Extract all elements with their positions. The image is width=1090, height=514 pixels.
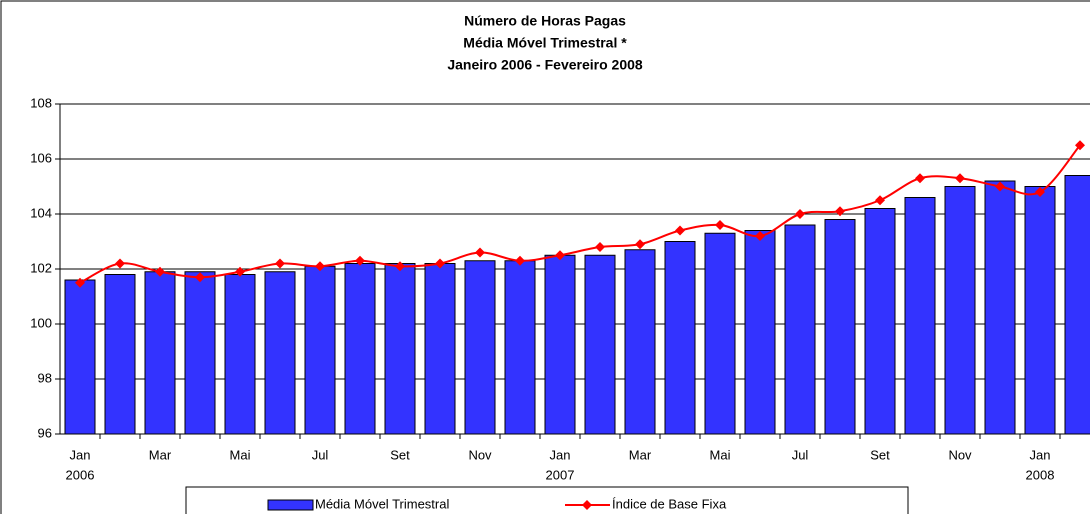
marker xyxy=(115,258,125,269)
marker xyxy=(595,242,605,252)
x-tick-label: Jul xyxy=(792,447,809,462)
bar xyxy=(504,260,536,435)
bar xyxy=(944,186,976,435)
legend-marker xyxy=(582,500,592,510)
y-tick-label: 108 xyxy=(30,95,52,110)
legend-swatch xyxy=(267,499,314,511)
bar xyxy=(64,279,96,435)
bar xyxy=(384,263,416,435)
x-year-label: 2008 xyxy=(1026,467,1055,482)
x-year-label: 2006 xyxy=(66,467,95,482)
marker xyxy=(315,261,325,272)
bar xyxy=(184,271,216,435)
bar xyxy=(904,197,936,435)
x-tick-label: Set xyxy=(390,447,410,462)
marker xyxy=(235,266,245,277)
marker xyxy=(475,247,485,258)
marker xyxy=(875,195,885,206)
bar xyxy=(624,249,656,435)
marker xyxy=(155,266,165,277)
bar xyxy=(344,263,376,435)
marker xyxy=(515,255,525,266)
bar xyxy=(584,254,616,435)
y-tick-label: 102 xyxy=(30,260,52,275)
bar xyxy=(144,271,176,435)
bar xyxy=(1064,175,1090,435)
x-tick-label: Mai xyxy=(230,447,251,462)
x-tick-label: Jan xyxy=(550,447,571,462)
marker xyxy=(795,209,805,219)
marker xyxy=(555,250,565,261)
x-tick-label: Mar xyxy=(149,447,172,462)
marker xyxy=(635,239,645,250)
x-tick-label: Nov xyxy=(468,447,492,462)
marker xyxy=(435,258,445,269)
marker xyxy=(835,206,845,217)
bar xyxy=(984,180,1016,435)
bar xyxy=(304,265,336,435)
bar xyxy=(864,208,896,435)
x-tick-label: Set xyxy=(870,447,890,462)
bar xyxy=(264,271,296,435)
marker xyxy=(675,225,685,236)
x-tick-label: Jan xyxy=(70,447,91,462)
marker xyxy=(195,272,205,283)
chart-title: Número de Horas Pagas xyxy=(464,13,626,29)
bar xyxy=(224,274,256,435)
legend-label: Índice de Base Fixa xyxy=(612,496,727,511)
x-tick-label: Jan xyxy=(1030,447,1051,462)
marker xyxy=(915,173,925,184)
bar xyxy=(664,241,696,435)
marker xyxy=(755,231,765,241)
marker xyxy=(395,261,405,272)
marker xyxy=(715,220,725,230)
bar xyxy=(464,260,496,435)
x-tick-label: Mai xyxy=(710,447,731,462)
x-tick-label: Jul xyxy=(312,447,329,462)
y-tick-label: 96 xyxy=(38,425,52,440)
chart-period: Janeiro 2006 - Fevereiro 2008 xyxy=(447,57,643,73)
marker xyxy=(995,181,1005,192)
chart-subtitle: Média Móvel Trimestral * xyxy=(463,35,627,51)
marker xyxy=(1075,140,1085,151)
y-tick-label: 106 xyxy=(30,150,52,165)
bar xyxy=(744,230,776,435)
marker xyxy=(75,277,85,288)
y-tick-label: 100 xyxy=(30,315,52,330)
bar xyxy=(824,219,856,435)
marker xyxy=(955,173,965,184)
bar xyxy=(704,232,736,435)
x-year-label: 2007 xyxy=(546,467,575,482)
bar xyxy=(1024,186,1056,435)
legend-label: Média Móvel Trimestral xyxy=(315,496,449,511)
x-tick-label: Mar xyxy=(629,447,652,462)
bar xyxy=(544,254,576,435)
bar xyxy=(424,263,456,435)
marker xyxy=(355,255,365,266)
y-tick-label: 104 xyxy=(30,205,52,220)
marker xyxy=(275,258,285,269)
bar xyxy=(104,274,136,435)
x-tick-label: Nov xyxy=(948,447,972,462)
y-tick-label: 98 xyxy=(38,370,52,385)
bar xyxy=(784,224,816,435)
marker xyxy=(1035,187,1045,197)
